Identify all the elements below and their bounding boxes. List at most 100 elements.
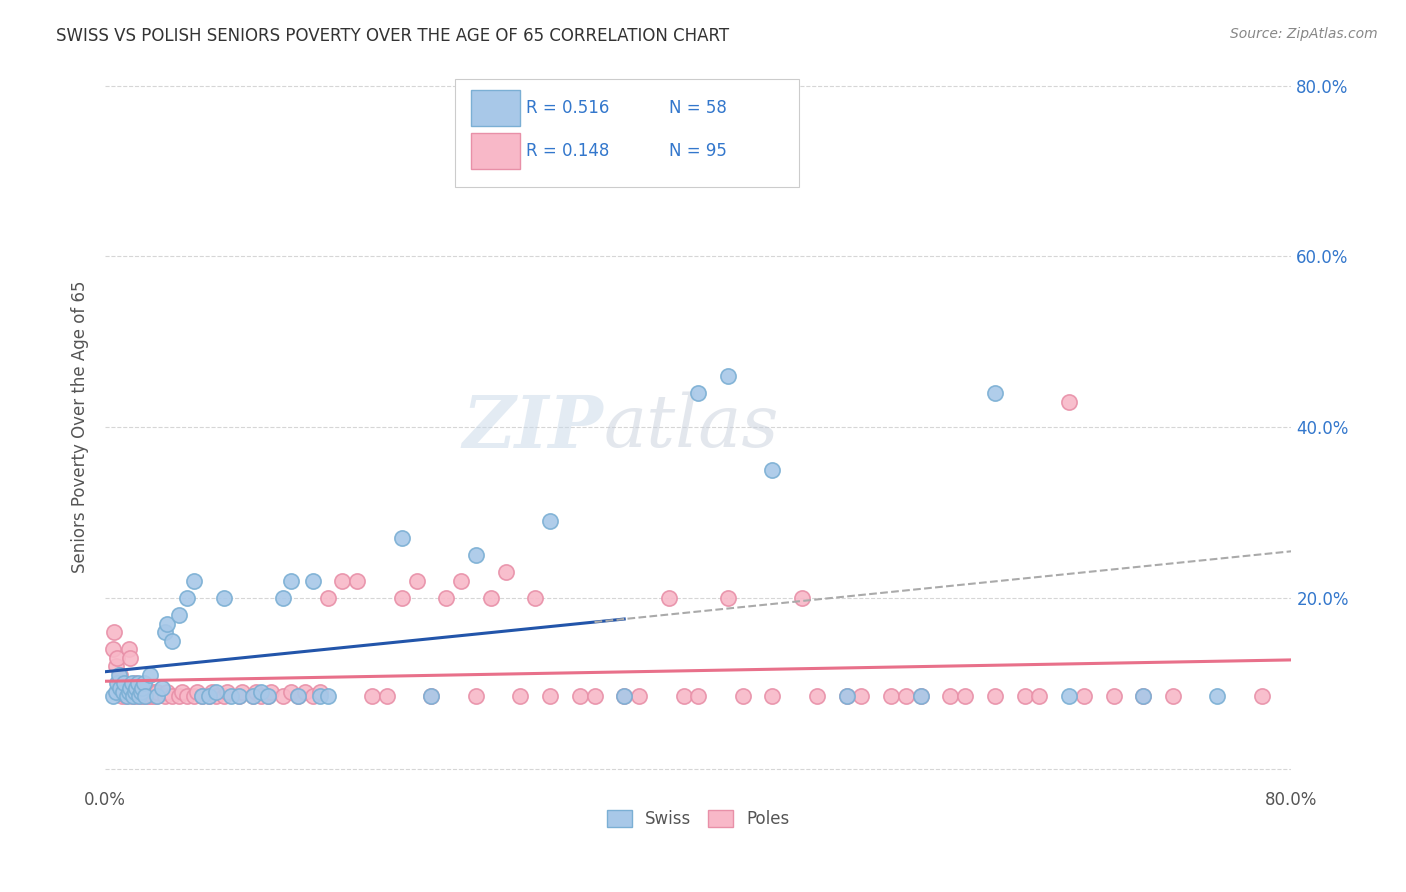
Point: [146, 685, 169, 699]
Point: [538, 514, 561, 528]
Point: [910, 689, 932, 703]
Point: [111, 685, 134, 699]
Point: [1206, 689, 1229, 703]
Point: [309, 685, 332, 699]
Point: [129, 685, 152, 699]
Point: [420, 689, 443, 703]
Point: [851, 689, 873, 703]
Point: [122, 689, 145, 703]
Text: ZIP: ZIP: [463, 392, 603, 463]
Point: [658, 591, 681, 605]
Point: [880, 689, 903, 703]
Point: [524, 591, 547, 605]
Y-axis label: Seniors Poverty Over the Age of 65: Seniors Poverty Over the Age of 65: [72, 281, 89, 574]
Point: [260, 685, 283, 699]
Point: [176, 591, 198, 605]
Point: [257, 689, 280, 703]
Point: [153, 689, 176, 703]
Point: [717, 591, 740, 605]
Point: [806, 689, 828, 703]
Point: [1132, 689, 1154, 703]
Point: [287, 689, 309, 703]
Point: [1161, 689, 1184, 703]
Point: [1014, 689, 1036, 703]
Point: [128, 689, 150, 703]
Point: [250, 685, 273, 699]
Point: [495, 566, 517, 580]
Point: [228, 689, 250, 703]
Point: [219, 689, 242, 703]
Point: [761, 689, 783, 703]
Point: [111, 685, 134, 699]
Point: [110, 689, 132, 703]
Point: [150, 681, 173, 695]
Point: [125, 689, 148, 703]
Point: [688, 386, 710, 401]
Point: [1057, 394, 1080, 409]
Point: [280, 574, 302, 588]
Point: [142, 689, 165, 703]
Point: [121, 689, 143, 703]
Point: [101, 689, 124, 703]
Point: [761, 463, 783, 477]
FancyBboxPatch shape: [471, 90, 520, 126]
Point: [107, 667, 129, 681]
Point: [215, 685, 238, 699]
Point: [835, 689, 858, 703]
Point: [108, 667, 131, 681]
Point: [122, 685, 145, 699]
Point: [271, 591, 294, 605]
Point: [287, 689, 309, 703]
Point: [117, 685, 139, 699]
Point: [434, 591, 457, 605]
Point: [242, 689, 264, 703]
Point: [108, 681, 131, 695]
Point: [114, 676, 136, 690]
Point: [538, 689, 561, 703]
Point: [627, 689, 650, 703]
Point: [117, 689, 139, 703]
Point: [138, 689, 160, 703]
Point: [146, 689, 169, 703]
Point: [332, 574, 354, 588]
Point: [228, 689, 250, 703]
Point: [271, 689, 294, 703]
Point: [136, 685, 159, 699]
Point: [984, 386, 1007, 401]
Point: [1102, 689, 1125, 703]
Point: [115, 689, 138, 703]
Point: [103, 625, 125, 640]
Point: [316, 591, 339, 605]
Point: [309, 689, 332, 703]
Point: [672, 689, 695, 703]
Point: [124, 676, 146, 690]
Text: SWISS VS POLISH SENIORS POVERTY OVER THE AGE OF 65 CORRELATION CHART: SWISS VS POLISH SENIORS POVERTY OVER THE…: [56, 27, 730, 45]
FancyBboxPatch shape: [471, 134, 520, 169]
Point: [346, 574, 368, 588]
Point: [176, 689, 198, 703]
Point: [242, 689, 264, 703]
Point: [479, 591, 502, 605]
Point: [316, 689, 339, 703]
Point: [198, 689, 221, 703]
Point: [105, 676, 128, 690]
Point: [464, 689, 486, 703]
Point: [212, 591, 235, 605]
Point: [450, 574, 472, 588]
Point: [280, 685, 302, 699]
Point: [717, 368, 740, 383]
Point: [132, 689, 155, 703]
Point: [129, 689, 152, 703]
Point: [134, 685, 156, 699]
Point: [894, 689, 917, 703]
Point: [245, 685, 267, 699]
Point: [104, 685, 127, 699]
Point: [105, 650, 128, 665]
Point: [205, 685, 228, 699]
Point: [1057, 689, 1080, 703]
Point: [120, 650, 142, 665]
Point: [1132, 689, 1154, 703]
Point: [153, 625, 176, 640]
Point: [160, 633, 183, 648]
Point: [156, 685, 179, 699]
